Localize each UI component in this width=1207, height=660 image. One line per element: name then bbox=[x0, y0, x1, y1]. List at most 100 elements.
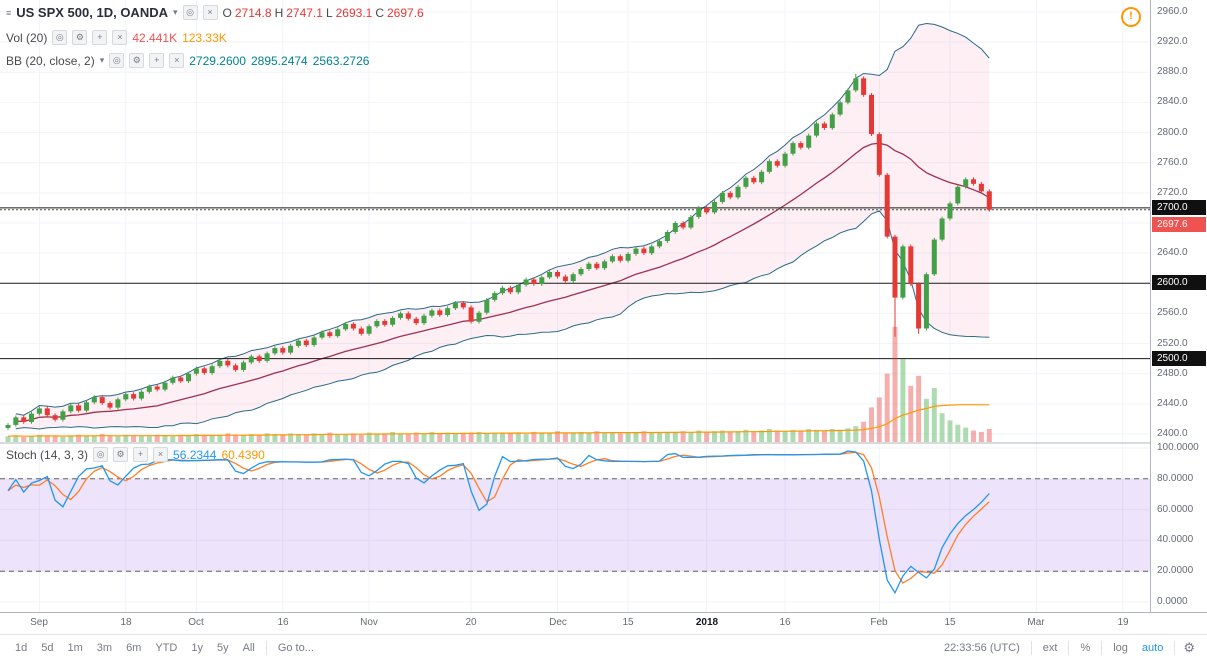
range-1d-button[interactable]: 1d bbox=[15, 641, 28, 654]
gear-icon[interactable]: ⚙ bbox=[113, 447, 129, 462]
gear-icon[interactable]: ⚙ bbox=[72, 30, 88, 45]
price-line-label[interactable]: 2700.0 bbox=[1152, 200, 1206, 215]
time-tick-label: Dec bbox=[549, 617, 567, 628]
go-to-button[interactable]: Go to... bbox=[277, 641, 314, 654]
price-tick-label: 2520.0 bbox=[1157, 338, 1188, 349]
close-label: C bbox=[375, 5, 384, 20]
range-ytd-button[interactable]: YTD bbox=[155, 641, 178, 654]
bb-lower-value: 2563.2726 bbox=[312, 53, 370, 68]
time-tick-label: 19 bbox=[1117, 617, 1129, 628]
chart-svg[interactable] bbox=[0, 0, 1150, 612]
time-tick-label: Oct bbox=[188, 617, 204, 628]
high-label: H bbox=[274, 5, 284, 20]
volume-value: 42.441K bbox=[132, 30, 178, 45]
price-tick-label: 2640.0 bbox=[1157, 247, 1188, 258]
extended-hours-button[interactable]: ext bbox=[1042, 641, 1058, 654]
close-icon[interactable]: × bbox=[169, 53, 185, 68]
volume-label: Vol (20) bbox=[6, 30, 48, 45]
eye-icon[interactable]: ◎ bbox=[93, 447, 109, 462]
log-scale-button[interactable]: log bbox=[1113, 641, 1128, 654]
bottom-toolbar: 1d 5d 1m 3m 6m YTD 1y 5y All Go to... 22… bbox=[0, 634, 1207, 660]
volume-ma-value: 123.33K bbox=[182, 30, 227, 45]
stoch-tick-label: 100.0000 bbox=[1157, 442, 1199, 453]
range-all-button[interactable]: All bbox=[242, 641, 255, 654]
symbol-title[interactable]: US SPX 500, 1D, OANDA bbox=[16, 5, 168, 20]
eye-icon[interactable]: ◎ bbox=[52, 30, 68, 45]
toolbar-divider bbox=[1030, 640, 1032, 655]
bb-basis-value: 2729.2600 bbox=[189, 53, 246, 68]
time-tick-label: 16 bbox=[779, 617, 791, 628]
price-tick-label: 2800.0 bbox=[1157, 127, 1188, 138]
bb-label: BB (20, close, 2) bbox=[6, 53, 95, 68]
price-tick-label: 2400.0 bbox=[1157, 428, 1188, 439]
clock-utc[interactable]: 22:33:56 (UTC) bbox=[943, 641, 1020, 654]
eye-icon[interactable]: ◎ bbox=[182, 5, 198, 20]
price-tick-label: 2760.0 bbox=[1157, 157, 1188, 168]
stoch-tick-label: 0.0000 bbox=[1157, 596, 1188, 607]
time-tick-label: 18 bbox=[120, 617, 132, 628]
low-value: 2693.1 bbox=[335, 5, 373, 20]
price-tick-label: 2880.0 bbox=[1157, 66, 1188, 77]
time-tick-label: Mar bbox=[1027, 617, 1045, 628]
current-price-label[interactable]: 2697.6 bbox=[1152, 217, 1206, 232]
toolbar-divider bbox=[265, 640, 267, 655]
stoch-d-value: 60.4390 bbox=[221, 447, 265, 462]
close-icon[interactable]: × bbox=[202, 5, 218, 20]
range-1y-button[interactable]: 1y bbox=[191, 641, 203, 654]
toolbar-divider bbox=[1174, 640, 1176, 655]
toolbar-divider bbox=[1068, 640, 1070, 655]
plus-icon[interactable]: + bbox=[92, 30, 108, 45]
chart-canvas[interactable] bbox=[0, 0, 1150, 617]
ohlc-values: O 2714.8 H 2747.1 L 2693.1 C 2697.6 bbox=[223, 6, 424, 20]
range-5d-button[interactable]: 5d bbox=[41, 641, 54, 654]
low-label: L bbox=[325, 5, 333, 20]
range-1m-button[interactable]: 1m bbox=[67, 641, 83, 654]
price-tick-label: 2560.0 bbox=[1157, 307, 1188, 318]
chevron-down-icon[interactable]: ▾ bbox=[172, 7, 178, 17]
stoch-k-value: 56.2344 bbox=[173, 447, 217, 462]
stoch-tick-label: 40.0000 bbox=[1157, 534, 1194, 545]
price-line-label[interactable]: 2600.0 bbox=[1152, 275, 1206, 290]
percent-scale-button[interactable]: % bbox=[1080, 641, 1091, 654]
open-value: 2714.8 bbox=[234, 5, 272, 20]
toolbar-divider bbox=[1101, 640, 1103, 655]
price-line-label[interactable]: 2500.0 bbox=[1152, 351, 1206, 366]
time-axis[interactable]: Sep 18 Oct 16 Nov 20 Dec 15 2018 16 Feb 15 Mar 19 bbox=[0, 612, 1207, 634]
close-icon[interactable]: × bbox=[153, 447, 169, 462]
time-tick-label: Feb bbox=[870, 617, 888, 628]
range-5y-button[interactable]: 5y bbox=[216, 641, 229, 654]
stoch-tick-label: 20.0000 bbox=[1157, 565, 1194, 576]
high-value: 2747.1 bbox=[286, 5, 323, 20]
price-tick-label: 2440.0 bbox=[1157, 398, 1188, 409]
time-tick-label: 15 bbox=[944, 617, 956, 628]
stoch-tick-label: 80.0000 bbox=[1157, 473, 1194, 484]
plus-icon[interactable]: + bbox=[133, 447, 149, 462]
alert-warning-icon[interactable]: ! bbox=[1121, 7, 1141, 27]
time-tick-label: 20 bbox=[465, 617, 477, 628]
open-label: O bbox=[222, 5, 232, 20]
stoch-label: Stoch (14, 3, 3) bbox=[6, 447, 89, 462]
time-tick-label: 16 bbox=[277, 617, 289, 628]
price-tick-label: 2920.0 bbox=[1157, 36, 1188, 47]
auto-scale-button[interactable]: auto bbox=[1141, 641, 1164, 654]
range-3m-button[interactable]: 3m bbox=[96, 641, 113, 654]
close-value: 2697.6 bbox=[387, 5, 424, 20]
time-tick-label: Nov bbox=[360, 617, 378, 628]
bb-legend[interactable]: BB (20, close, 2) ▾ ◎ ⚙ + × 2729.2600 28… bbox=[6, 53, 369, 68]
volume-legend[interactable]: Vol (20) ◎ ⚙ + × 42.441K 123.33K bbox=[6, 30, 227, 45]
menu-icon[interactable]: ≡ bbox=[6, 7, 12, 18]
range-6m-button[interactable]: 6m bbox=[126, 641, 142, 654]
time-tick-label: 15 bbox=[622, 617, 634, 628]
time-tick-label: Sep bbox=[30, 617, 48, 628]
price-axis[interactable]: 2960.0 2920.0 2880.0 2840.0 2800.0 2760.0 2720… bbox=[1150, 0, 1207, 612]
gear-icon[interactable]: ⚙ bbox=[129, 53, 145, 68]
close-icon[interactable]: × bbox=[112, 30, 128, 45]
gear-icon[interactable]: ⚙ bbox=[1183, 639, 1195, 655]
bb-upper-value: 2895.2474 bbox=[250, 53, 308, 68]
chevron-down-icon[interactable]: ▾ bbox=[99, 55, 105, 65]
eye-icon[interactable]: ◎ bbox=[109, 53, 125, 68]
stoch-legend[interactable]: Stoch (14, 3, 3) ◎ ⚙ + × 56.2344 60.4390 bbox=[6, 447, 265, 462]
plus-icon[interactable]: + bbox=[149, 53, 165, 68]
